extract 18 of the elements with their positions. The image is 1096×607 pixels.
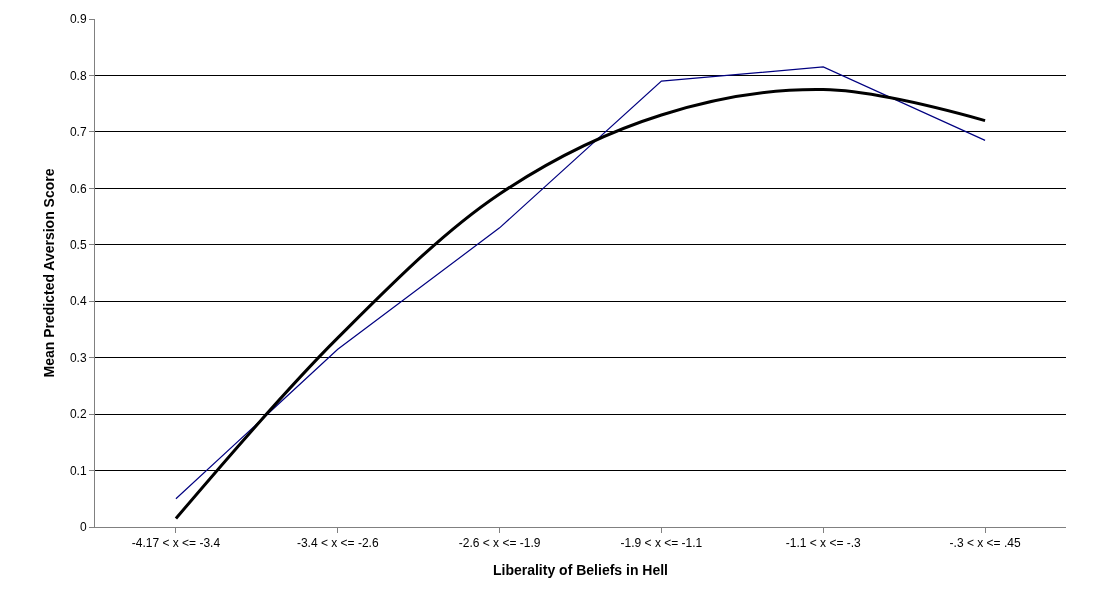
y-tick-label: 0.5 (69, 237, 87, 252)
y-tick-label: 0.3 (69, 350, 87, 365)
x-axis-title: Liberality of Beliefs in Hell (492, 561, 669, 578)
y-tick-label: 0.4 (69, 294, 87, 309)
y-axis-title: Mean Predicted Aversion Score (40, 168, 57, 378)
y-tick-label: 0.8 (69, 68, 87, 83)
x-tick-label: -1.9 < x <= -1.1 (620, 536, 703, 551)
x-tick-label: -1.1 < x <= -.3 (785, 536, 862, 551)
y-tick-label: 0.1 (69, 463, 87, 478)
y-tick-label: 0.7 (69, 125, 87, 140)
x-tick-label: -2.6 < x <= -1.9 (458, 536, 541, 551)
y-tick-label: 0.9 (69, 12, 87, 27)
y-tick-label: 0 (79, 520, 87, 535)
y-tick-label: 0.6 (69, 181, 87, 196)
y-tick-label: 0.2 (69, 407, 87, 422)
x-tick-label: -.3 < x <= .45 (949, 536, 1021, 551)
x-tick-label: -3.4 < x <= -2.6 (296, 536, 379, 551)
x-tick-label: -4.17 < x <= -3.4 (131, 536, 221, 551)
